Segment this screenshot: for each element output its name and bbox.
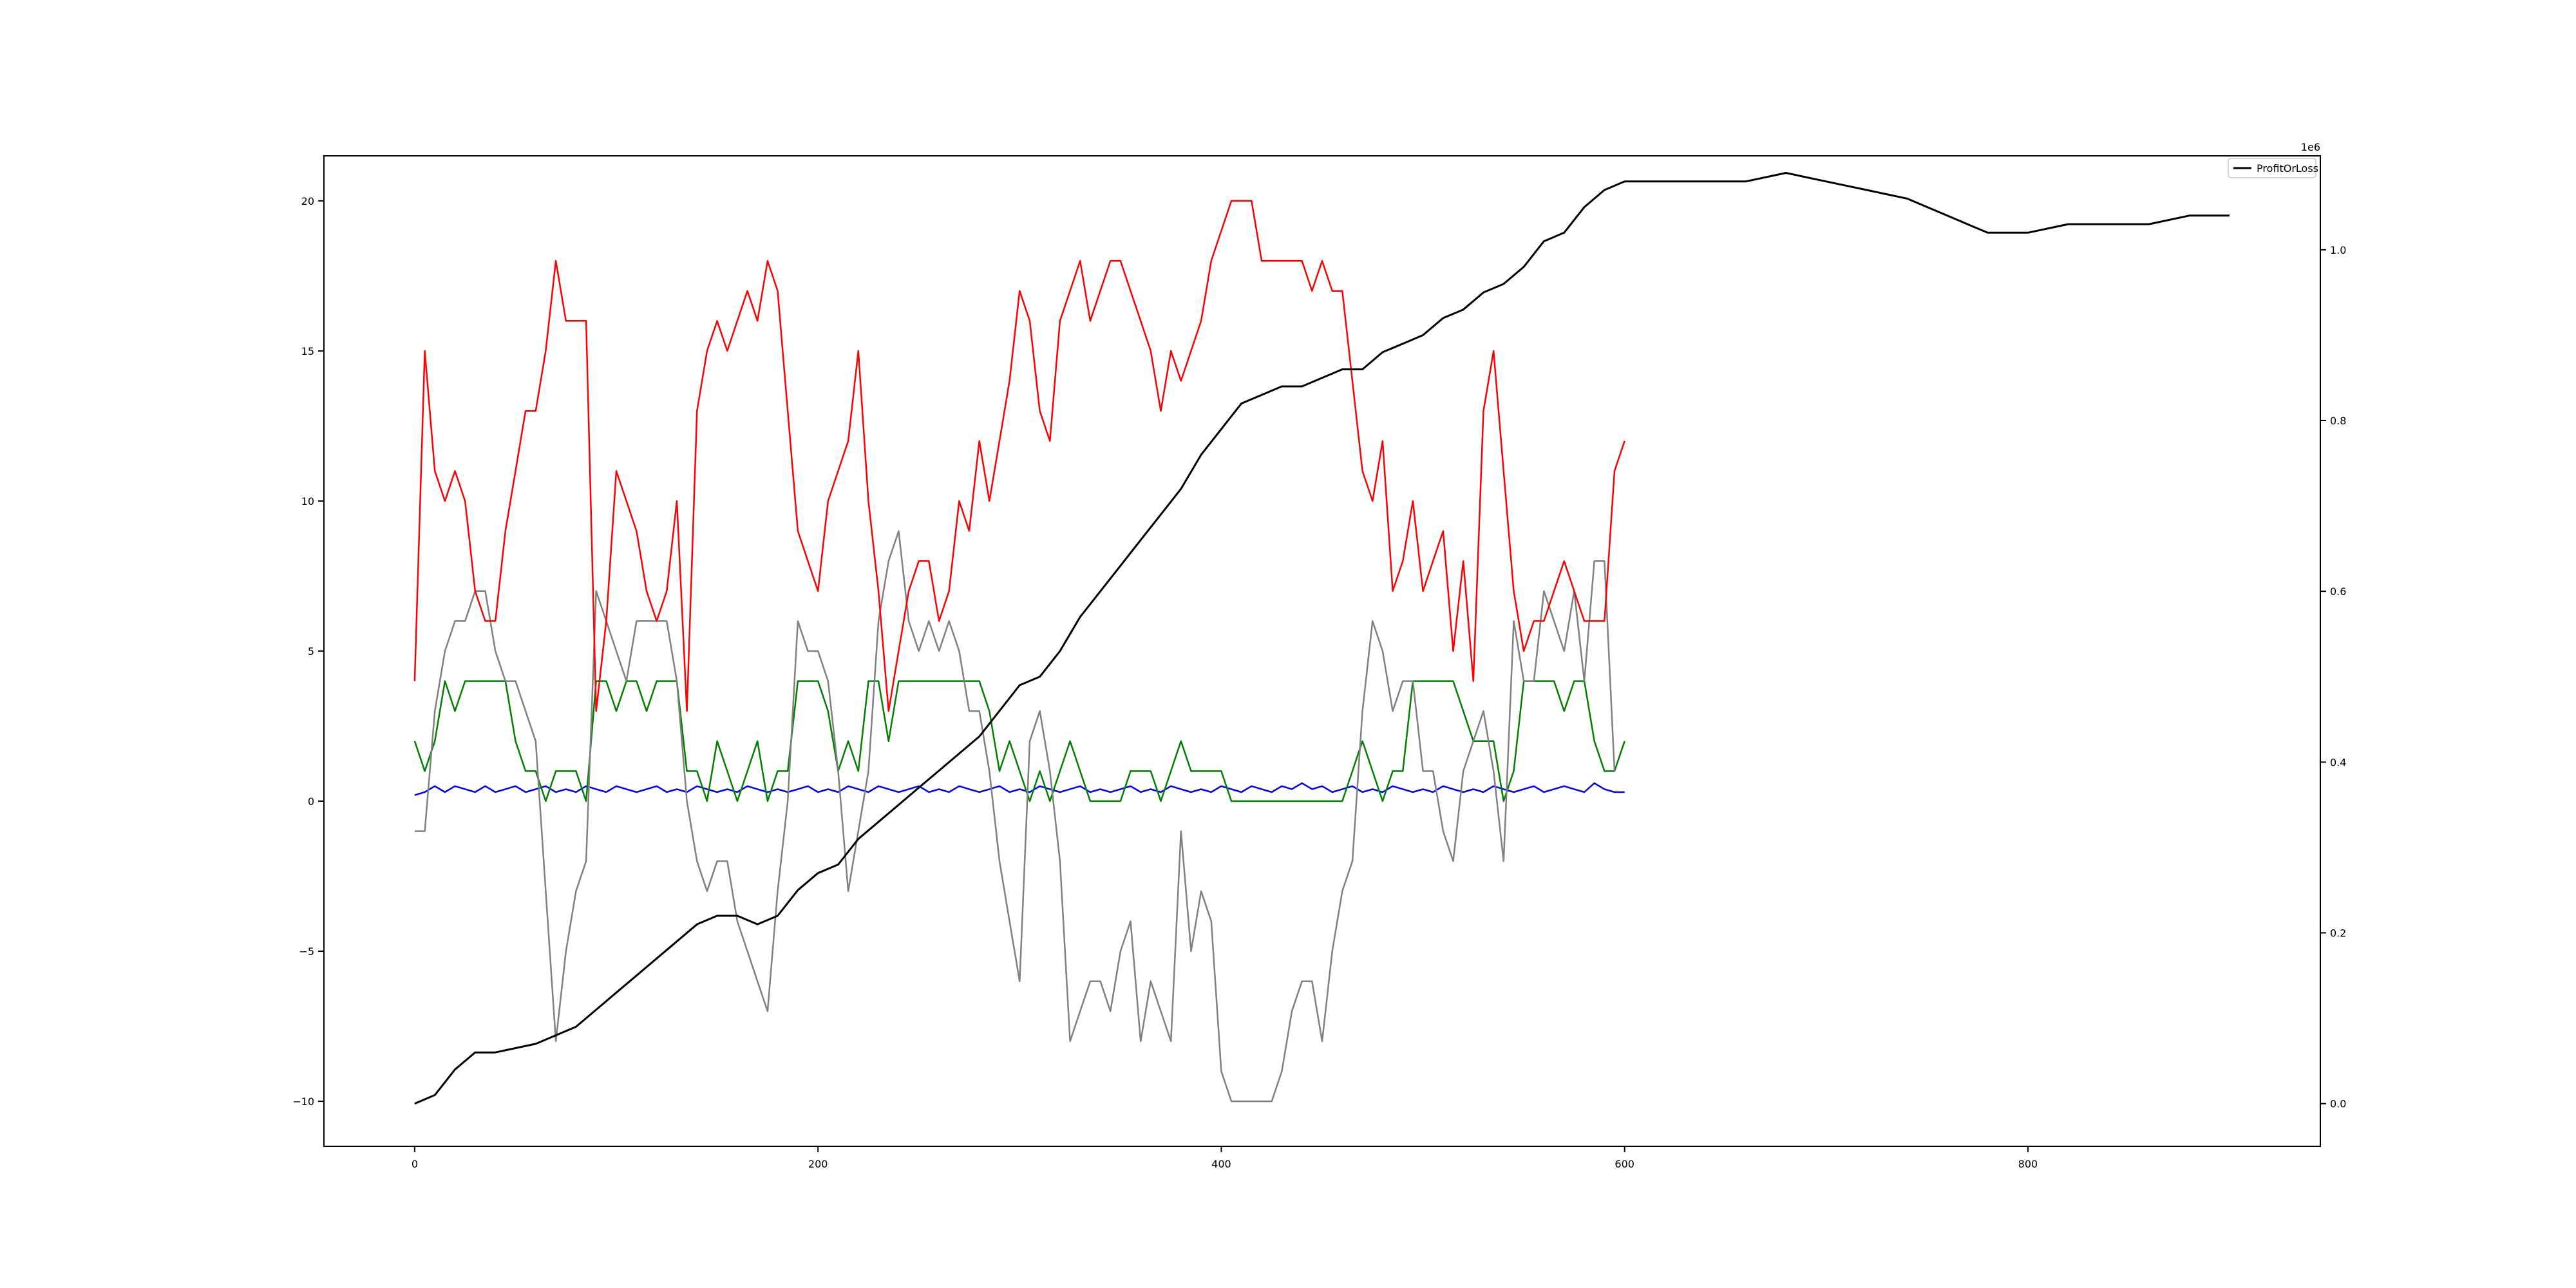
legend-box xyxy=(2228,158,2316,178)
y-right-tick-label: 0.6 xyxy=(2330,585,2346,598)
x-tick-label: 400 xyxy=(1211,1158,1231,1170)
y-left-tick-label: −10 xyxy=(292,1095,314,1108)
series-line-5 xyxy=(414,782,1625,796)
series-line-profitorloss xyxy=(414,172,2230,1105)
legend: ProfitOrLoss xyxy=(2228,158,2318,178)
x-tick-label: 800 xyxy=(2018,1158,2038,1170)
y-left-tick-label: 15 xyxy=(301,345,314,357)
y-right-tick-label: 0.2 xyxy=(2330,927,2346,940)
y-right-offset-label: 1e6 xyxy=(2301,141,2320,153)
y-right-tick-label: 0.4 xyxy=(2330,756,2346,768)
y-left-tick-label: 10 xyxy=(301,495,314,507)
y-left-tick-label: 20 xyxy=(301,195,314,207)
y-left-tick-label: 5 xyxy=(308,645,314,658)
axes-layer: 0 200 400 600 800 −10 −5 0 5 10 15 20 0.0 0.2 0.4 0.6 0.… xyxy=(292,141,2346,1170)
series-layer xyxy=(413,172,2230,1105)
x-tick-label: 0 xyxy=(412,1158,418,1170)
series-line-3 xyxy=(414,530,1616,1103)
x-tick-label: 600 xyxy=(1615,1158,1634,1170)
y-right-tick-label: 0.0 xyxy=(2330,1098,2346,1110)
x-tick-label: 200 xyxy=(808,1158,828,1170)
y-right-tick-label: 1.0 xyxy=(2330,244,2346,256)
y-right-tick-label: 0.8 xyxy=(2330,415,2346,427)
legend-label: ProfitOrLoss xyxy=(2257,162,2318,175)
y-left-tick-label: −5 xyxy=(299,945,314,958)
y-left-tick-label: 0 xyxy=(308,795,314,808)
series-line-2 xyxy=(413,200,1625,712)
series-line-4 xyxy=(413,680,1625,802)
